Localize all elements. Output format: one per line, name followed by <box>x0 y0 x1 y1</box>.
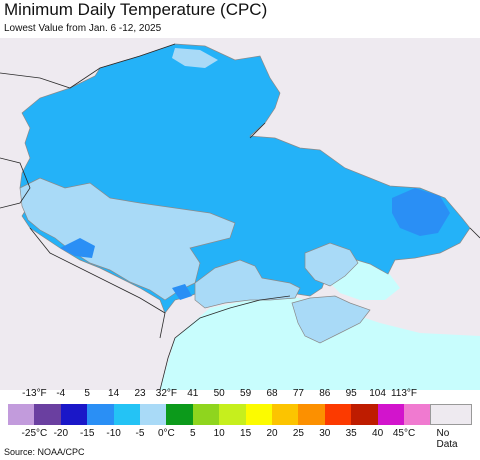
legend-celsius-label: 30 <box>319 428 331 439</box>
legend-fahrenheit-label: 50 <box>213 388 225 399</box>
legend-celsius-label: 15 <box>240 428 252 439</box>
temperature-region-north-mild <box>172 48 218 68</box>
temperature-region-east-cold <box>392 188 450 236</box>
country-border-east <box>249 122 480 239</box>
legend-swatch <box>87 404 114 425</box>
legend-swatch <box>298 404 325 425</box>
legend-celsius-label: -20 <box>53 428 69 439</box>
legend-fahrenheit-label: 14 <box>108 388 120 399</box>
legend-celsius-label: 45°C <box>392 428 416 439</box>
page-title: Minimum Daily Temperature (CPC) <box>4 0 268 19</box>
legend-swatch <box>60 404 88 425</box>
legend-swatch <box>324 404 352 425</box>
legend-swatch <box>192 404 220 425</box>
legend-swatch <box>404 404 431 425</box>
temperature-region-west-cold <box>60 238 95 258</box>
legend-celsius-label: 0°C <box>157 428 175 439</box>
legend-fahrenheit-label: 104 <box>369 388 386 399</box>
no-data-label: No Data <box>436 428 458 450</box>
legend-fahrenheit-label: 23 <box>134 388 146 399</box>
page-subtitle: Lowest Value from Jan. 6 -12, 2025 <box>4 23 162 34</box>
temperature-region-south-mild <box>194 259 301 309</box>
legend-swatch <box>34 404 61 425</box>
legend-celsius-label: 25 <box>292 428 304 439</box>
legend-swatch <box>140 404 167 425</box>
legend-celsius-label: -25°C <box>21 428 48 439</box>
legend-celsius-label: -5 <box>135 428 145 439</box>
temperature-region-west-mild <box>19 177 236 301</box>
legend-fahrenheit-label: 95 <box>345 388 357 399</box>
legend-swatch <box>219 404 246 425</box>
temperature-region-kherson-mild <box>304 242 359 287</box>
legend-celsius-label: -15 <box>79 428 95 439</box>
legend-celsius-label: 35 <box>345 428 357 439</box>
legend-celsius-label: 10 <box>213 428 225 439</box>
country-border-north <box>0 43 176 89</box>
legend-swatch <box>377 404 404 425</box>
country-border-southwest <box>29 227 166 339</box>
legend-fahrenheit-label: 41 <box>187 388 199 399</box>
legend-fahrenheit-label: 5 <box>84 388 90 399</box>
legend-swatch <box>272 404 299 425</box>
country-border-west <box>0 157 31 209</box>
legend-celsius-label: 40 <box>372 428 384 439</box>
legend-swatch <box>113 404 140 425</box>
temperature-map <box>0 38 480 390</box>
legend-celsius-label: 5 <box>190 428 196 439</box>
color-legend: -13°F -4 5 14 23 32°F 41 50 59 68 77 86 95 104 113°F -2… <box>0 388 480 450</box>
legend-fahrenheit-label: 32°F <box>155 388 178 399</box>
legend-swatch <box>351 404 378 425</box>
legend-celsius-label: -10 <box>106 428 121 439</box>
legend-fahrenheit-label: 59 <box>240 388 252 399</box>
legend-swatch <box>8 404 35 425</box>
legend-fahrenheit-label: -13°F <box>22 388 47 399</box>
legend-fahrenheit-label: 86 <box>319 388 331 399</box>
legend-celsius-label: 20 <box>266 428 278 439</box>
legend-fahrenheit-label: -4 <box>56 388 66 399</box>
legend-swatch <box>245 404 272 425</box>
temperature-region-crimea <box>291 295 371 344</box>
legend-fahrenheit-label: 77 <box>292 388 304 399</box>
legend-swatch <box>166 404 193 425</box>
no-data-swatch <box>430 404 472 425</box>
temperature-region-odesa-cold <box>172 284 192 300</box>
legend-fahrenheit-label: 68 <box>266 388 278 399</box>
coastline <box>159 295 291 390</box>
legend-fahrenheit-label: 113°F <box>390 388 418 399</box>
source-credit: Source: NOAA/CPC <box>4 447 85 457</box>
